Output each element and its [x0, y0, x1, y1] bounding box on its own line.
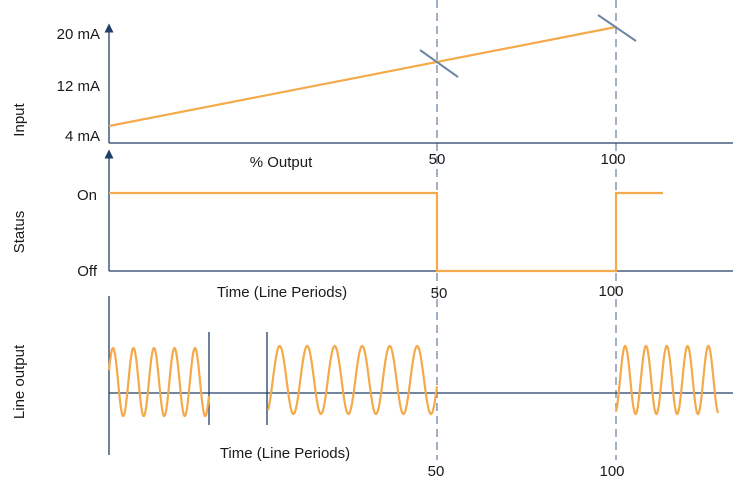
input-y-tick-4ma: 4 mA	[65, 128, 100, 145]
input-y-tick-12ma: 12 mA	[57, 78, 100, 95]
status-y-label: Status	[11, 211, 28, 254]
break-mark-50	[419, 49, 459, 78]
input-y-tick-20ma: 20 mA	[57, 26, 100, 43]
line-output-panel: Line output Time (Line Periods) 50 100	[11, 296, 733, 479]
status-x-tick-50: 50	[431, 285, 448, 302]
line-output-wave-1	[107, 346, 211, 417]
input-panel: 20 mA 12 mA 4 mA Input % Output 50 100	[11, 14, 733, 171]
line-output-x-tick-50: 50	[428, 463, 445, 479]
input-x-label: % Output	[250, 154, 313, 171]
line-output-x-label: Time (Line Periods)	[220, 445, 350, 462]
line-output-wave-2	[266, 344, 439, 416]
line-output-y-label: Line output	[11, 344, 28, 419]
status-x-tick-100: 100	[598, 283, 623, 300]
status-signal	[109, 191, 663, 273]
status-y-tick-on: On	[77, 187, 97, 204]
status-x-label: Time (Line Periods)	[217, 284, 347, 301]
line-output-x-tick-100: 100	[599, 463, 624, 479]
input-ramp-line	[108, 25, 617, 128]
input-y-label: Input	[11, 102, 28, 136]
status-y-tick-off: Off	[77, 263, 98, 280]
line-output-wave-3	[614, 344, 720, 416]
break-mark-100	[597, 14, 637, 42]
status-panel: On Off Status Time (Line Periods) 50 100	[11, 149, 733, 302]
input-x-tick-100: 100	[600, 151, 625, 168]
input-x-tick-50: 50	[429, 151, 446, 168]
